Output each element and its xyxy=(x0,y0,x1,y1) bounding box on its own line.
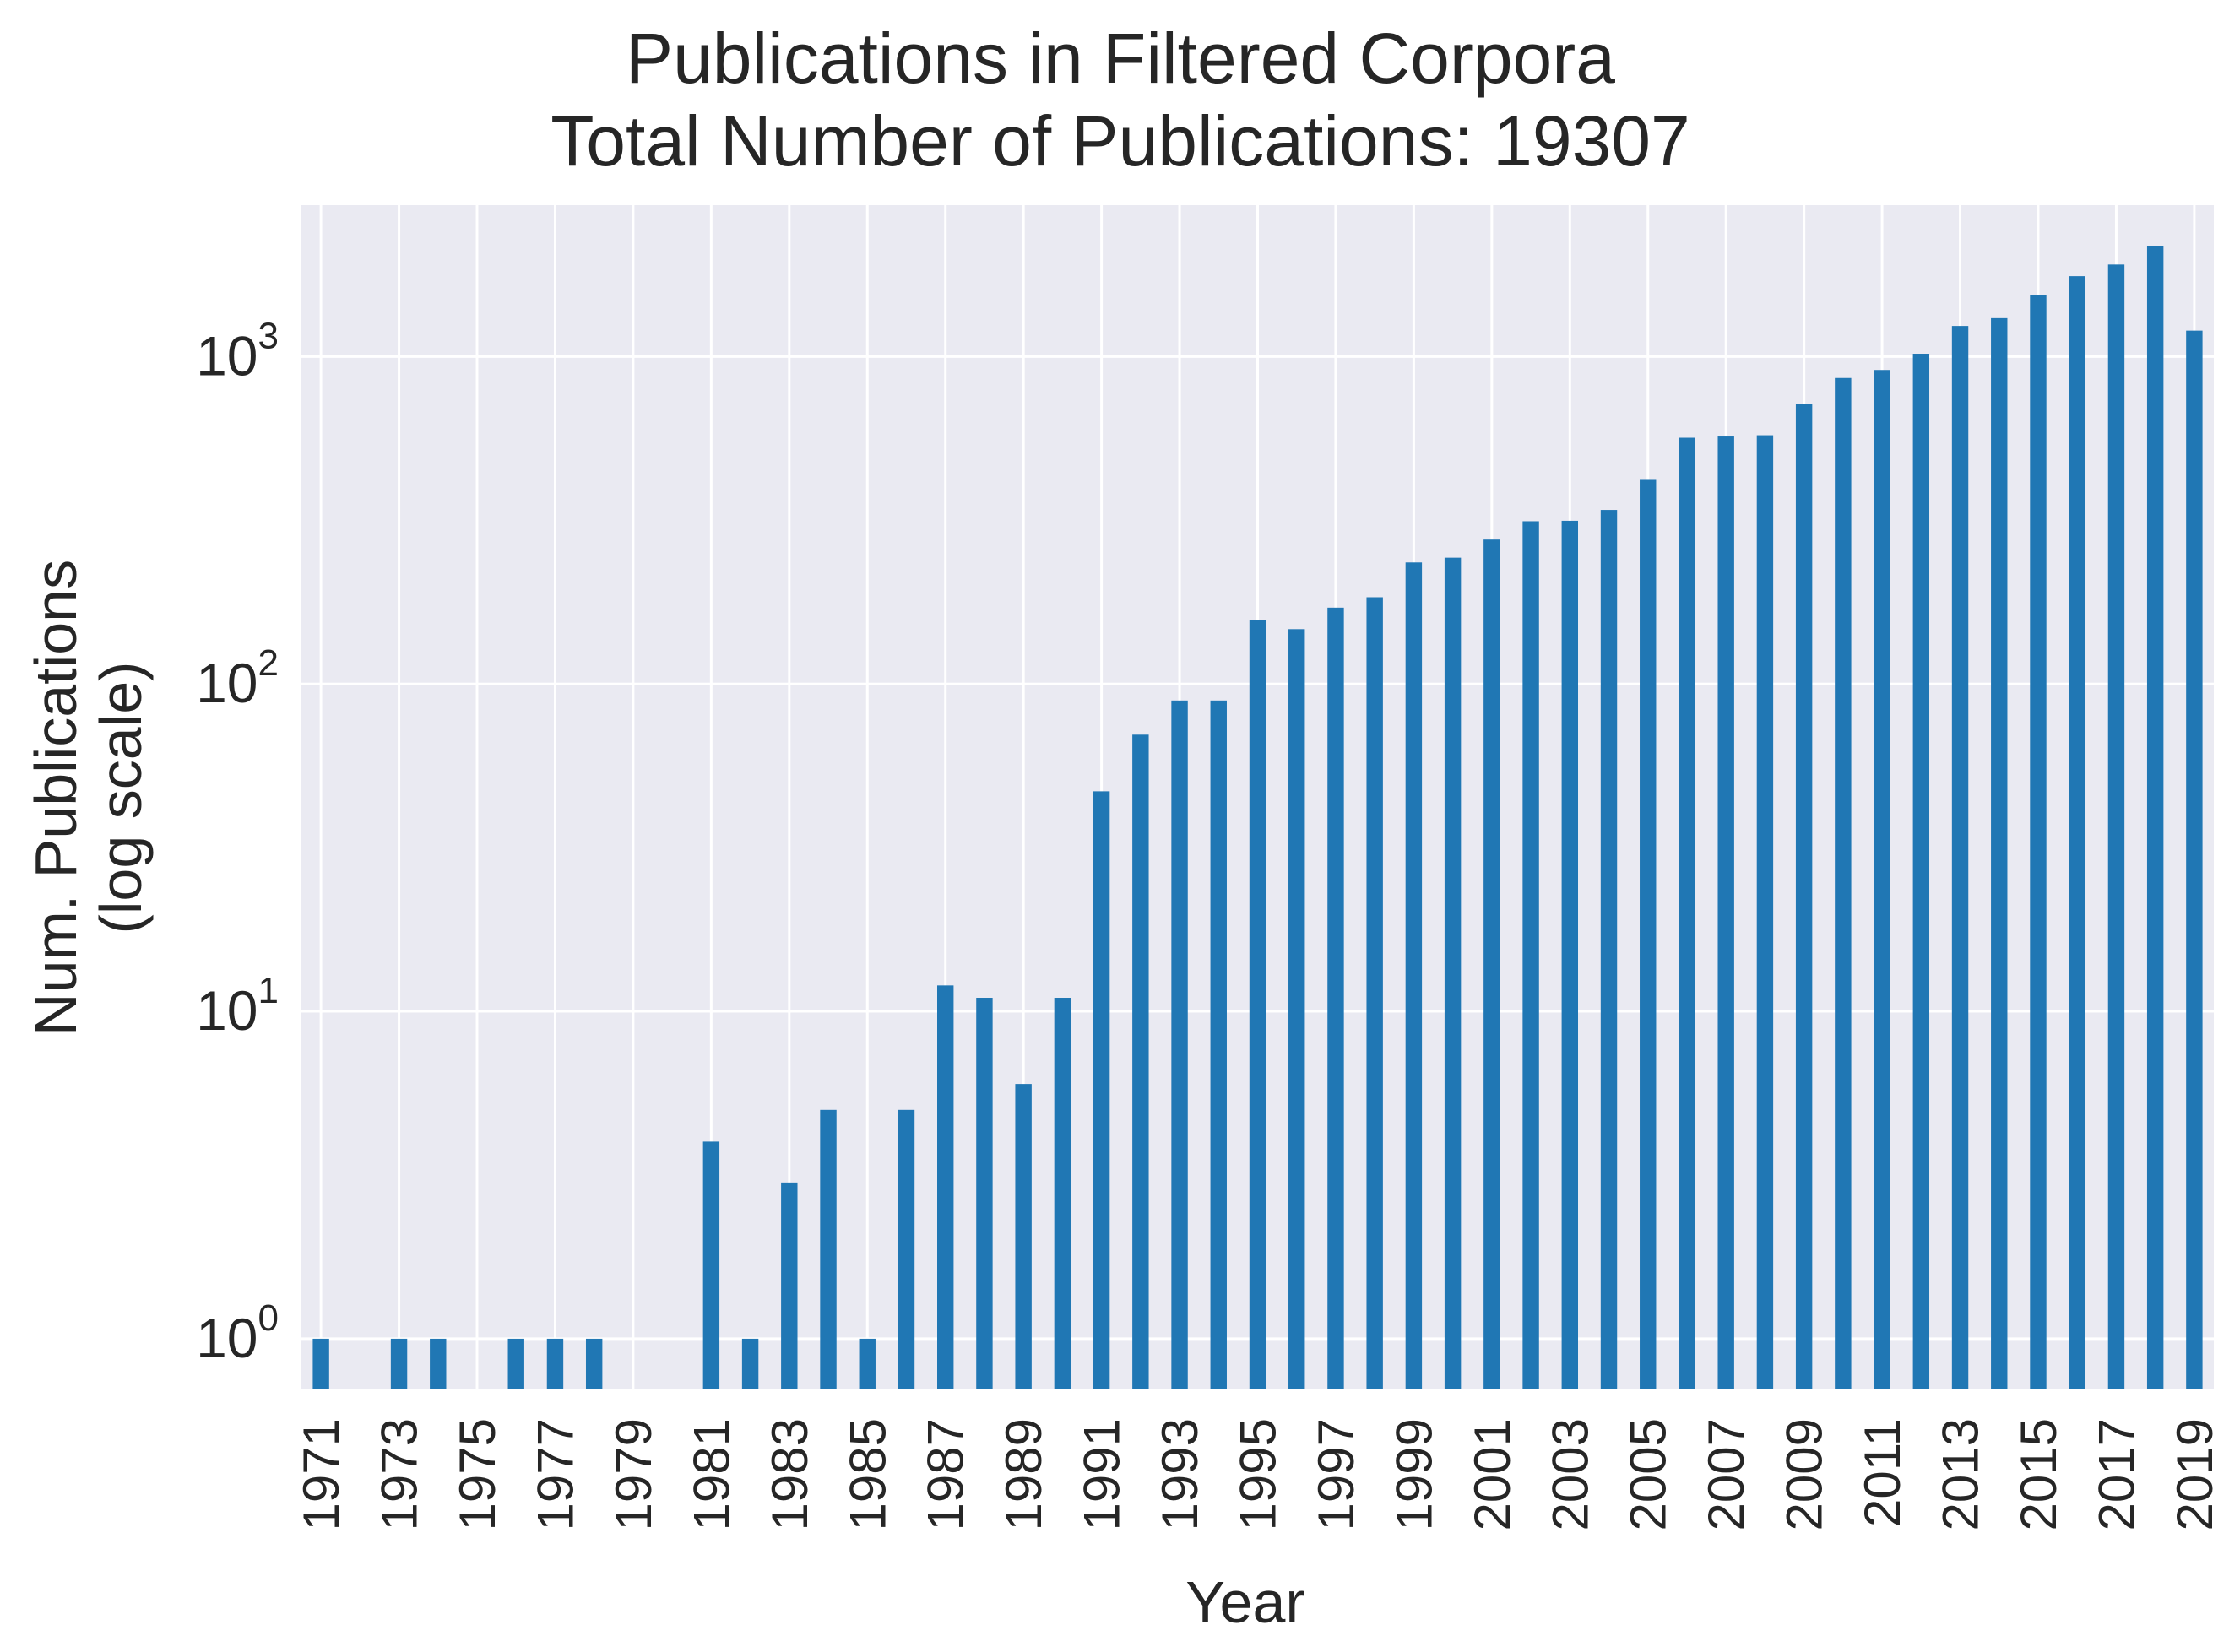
x-tick-label: 1983 xyxy=(762,1418,818,1530)
y-axis-label-line-1: Num. Publications xyxy=(23,560,89,1036)
x-tick-label: 2017 xyxy=(2088,1418,2145,1530)
bars xyxy=(312,246,2203,1390)
bar-2015 xyxy=(2030,295,2047,1390)
bar-2014 xyxy=(1991,317,2008,1390)
x-tick-label: 1971 xyxy=(293,1418,350,1530)
x-tick-label: 2019 xyxy=(2167,1418,2223,1530)
bar-1995 xyxy=(1249,620,1266,1389)
bar-1988 xyxy=(976,998,993,1389)
bar-1996 xyxy=(1288,629,1305,1389)
bar-1977 xyxy=(546,1338,564,1389)
bar-1998 xyxy=(1366,597,1383,1389)
bar-2012 xyxy=(1912,354,1930,1389)
bar-2019 xyxy=(2186,330,2203,1390)
bar-1992 xyxy=(1132,734,1149,1389)
bar-1986 xyxy=(898,1109,915,1389)
x-tick-label: 1973 xyxy=(372,1418,428,1530)
x-axis-label: Year xyxy=(1185,1569,1304,1635)
bar-1987 xyxy=(936,985,954,1389)
x-tick-label: 1981 xyxy=(683,1418,740,1530)
x-tick-label: 1999 xyxy=(1386,1418,1442,1530)
bar-2016 xyxy=(2069,276,2085,1389)
x-tick-label: 1977 xyxy=(527,1418,583,1530)
x-tick-label: 2003 xyxy=(1542,1418,1598,1530)
x-tick-label: 2013 xyxy=(1933,1418,1989,1530)
bar-1981 xyxy=(702,1141,720,1389)
bar-1983 xyxy=(781,1182,798,1389)
bar-2008 xyxy=(1756,435,1774,1389)
bar-2013 xyxy=(1951,326,1969,1389)
x-tick-label: 1975 xyxy=(449,1418,506,1530)
x-tick-label: 1985 xyxy=(839,1418,896,1530)
bar-1994 xyxy=(1210,700,1227,1389)
bar-1989 xyxy=(1015,1084,1032,1389)
x-tick-label: 1987 xyxy=(918,1418,974,1530)
bar-1997 xyxy=(1327,607,1344,1389)
x-tick-label: 1979 xyxy=(605,1418,662,1530)
bar-1990 xyxy=(1054,998,1071,1389)
x-tick-label: 2015 xyxy=(2010,1418,2067,1530)
y-tick-label: 102 xyxy=(196,642,279,714)
x-tick-labels: 1971 1973 1975 1977 1979 1981 1983 1985 1987 1989… xyxy=(293,1418,2223,1530)
chart-subtitle: Total Number of Publications: 19307 xyxy=(551,101,1689,181)
x-tick-label: 1993 xyxy=(1152,1418,1208,1530)
x-tick-label: 2001 xyxy=(1464,1418,1521,1530)
y-tick-label: 103 xyxy=(196,315,279,387)
bar-2007 xyxy=(1717,436,1734,1389)
chart-title: Publications in Filtered Corpora xyxy=(626,19,1615,98)
bar-2001 xyxy=(1483,539,1500,1389)
bar-2009 xyxy=(1795,404,1813,1390)
bar-2002 xyxy=(1522,521,1539,1389)
bar-2005 xyxy=(1640,479,1657,1389)
bar-2000 xyxy=(1444,557,1462,1389)
x-tick-label: 1991 xyxy=(1074,1418,1131,1530)
y-axis-label-line-2: (log scale) xyxy=(88,662,154,934)
bar-1976 xyxy=(507,1338,524,1389)
x-tick-label: 2007 xyxy=(1698,1418,1755,1530)
bar-2004 xyxy=(1600,510,1618,1390)
x-tick-label: 1989 xyxy=(995,1418,1052,1530)
bar-2003 xyxy=(1561,520,1579,1389)
bar-2018 xyxy=(2146,246,2164,1389)
bar-2011 xyxy=(1874,370,1890,1389)
bar-2010 xyxy=(1835,377,1852,1389)
bar-1993 xyxy=(1171,700,1188,1389)
bar-1984 xyxy=(820,1109,837,1389)
x-tick-label: 1997 xyxy=(1308,1418,1364,1530)
bar-1974 xyxy=(430,1338,447,1389)
bar-1971 xyxy=(312,1338,329,1389)
x-tick-label: 1995 xyxy=(1230,1418,1287,1530)
bar-1973 xyxy=(390,1338,408,1389)
bar-1982 xyxy=(741,1338,759,1389)
x-tick-label: 2009 xyxy=(1776,1418,1833,1530)
y-tick-label: 100 xyxy=(196,1297,279,1369)
bar-1985 xyxy=(859,1338,876,1389)
bar-2017 xyxy=(2107,264,2125,1390)
bar-1978 xyxy=(585,1338,603,1389)
bar-1999 xyxy=(1405,562,1423,1389)
bar-1991 xyxy=(1093,791,1110,1389)
bar-2006 xyxy=(1679,437,1695,1389)
x-tick-label: 2011 xyxy=(1854,1418,1911,1527)
x-tick-label: 2005 xyxy=(1620,1418,1677,1530)
y-tick-labels: 100 101 102 103 xyxy=(196,315,279,1369)
y-tick-label: 101 xyxy=(196,970,279,1042)
